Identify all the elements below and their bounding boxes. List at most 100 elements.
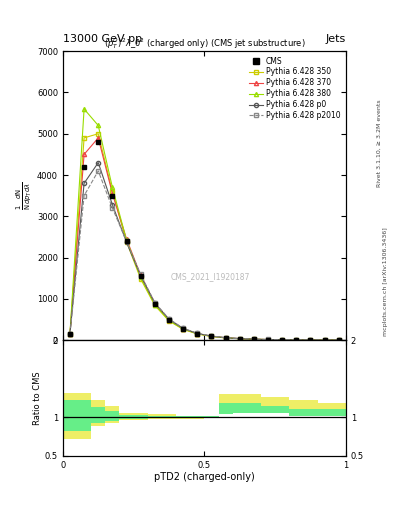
Pythia 6.428 380 [152,302,157,308]
Pythia 6.428 350 [336,337,341,343]
Pythia 6.428 350 [167,318,171,324]
Pythia 6.428 p2010 [138,271,143,278]
Pythia 6.428 380 [223,335,228,341]
Pythia 6.428 p2010 [96,168,101,174]
CMS [252,336,256,343]
Pythia 6.428 p0 [110,202,115,208]
Pythia 6.428 p0 [82,180,86,186]
Pythia 6.428 p0 [294,337,299,343]
Pythia 6.428 380 [110,184,115,190]
Text: CMS_2021_I1920187: CMS_2021_I1920187 [170,272,250,281]
Pythia 6.428 370 [336,337,341,343]
Pythia 6.428 p0 [209,333,214,339]
Pythia 6.428 p2010 [322,337,327,343]
Pythia 6.428 p2010 [181,325,185,331]
Pythia 6.428 p0 [266,336,270,343]
Text: mcplots.cern.ch [arXiv:1306.3436]: mcplots.cern.ch [arXiv:1306.3436] [383,227,387,336]
CMS [322,337,327,343]
Line: Pythia 6.428 350: Pythia 6.428 350 [68,132,341,342]
Pythia 6.428 380 [252,336,256,343]
Pythia 6.428 370 [167,316,171,323]
Pythia 6.428 p2010 [82,193,86,199]
Pythia 6.428 350 [82,135,86,141]
Pythia 6.428 p0 [336,337,341,343]
Pythia 6.428 350 [124,239,129,245]
CMS [209,333,214,339]
Pythia 6.428 350 [322,337,327,343]
Pythia 6.428 380 [167,317,171,324]
Pythia 6.428 p2010 [237,335,242,342]
Pythia 6.428 370 [195,331,200,337]
Pythia 6.428 380 [266,336,270,343]
Pythia 6.428 380 [124,237,129,243]
Pythia 6.428 p2010 [294,337,299,343]
Pythia 6.428 370 [322,337,327,343]
Pythia 6.428 350 [181,326,185,332]
Pythia 6.428 350 [266,336,270,343]
Pythia 6.428 p0 [252,336,256,342]
Pythia 6.428 370 [209,333,214,339]
Pythia 6.428 350 [152,303,157,309]
Pythia 6.428 350 [68,331,72,337]
Pythia 6.428 350 [223,335,228,341]
Pythia 6.428 p2010 [223,334,228,340]
CMS [223,335,228,341]
Pythia 6.428 370 [223,335,228,341]
Pythia 6.428 p2010 [195,330,200,336]
X-axis label: pTD2 (charged-only): pTD2 (charged-only) [154,472,255,482]
Pythia 6.428 380 [68,331,72,337]
Pythia 6.428 p0 [322,337,327,343]
Pythia 6.428 p2010 [124,239,129,245]
Pythia 6.428 370 [280,337,285,343]
Pythia 6.428 370 [266,336,270,343]
CMS [336,337,341,343]
CMS [68,331,72,337]
Pythia 6.428 p0 [195,330,200,336]
CMS [181,326,185,332]
Pythia 6.428 370 [96,135,101,141]
Pythia 6.428 370 [138,272,143,279]
Pythia 6.428 p0 [96,160,101,166]
Pythia 6.428 380 [294,337,299,343]
Pythia 6.428 p0 [308,337,313,343]
Pythia 6.428 380 [138,274,143,281]
CMS [82,164,86,170]
Pythia 6.428 p0 [124,239,129,245]
Pythia 6.428 p2010 [336,337,341,343]
Line: Pythia 6.428 p2010: Pythia 6.428 p2010 [68,169,341,342]
Pythia 6.428 380 [96,122,101,129]
Pythia 6.428 p0 [181,326,185,332]
Pythia 6.428 p0 [167,316,171,323]
Line: Pythia 6.428 380: Pythia 6.428 380 [68,107,341,342]
Pythia 6.428 370 [181,326,185,332]
Text: Rivet 3.1.10, ≥ 3.2M events: Rivet 3.1.10, ≥ 3.2M events [377,99,382,187]
Pythia 6.428 350 [195,331,200,337]
CMS [280,337,285,343]
Line: Pythia 6.428 p0: Pythia 6.428 p0 [68,161,341,342]
Pythia 6.428 380 [280,337,285,343]
Line: Pythia 6.428 370: Pythia 6.428 370 [68,136,341,342]
Pythia 6.428 380 [209,333,214,339]
Legend: CMS, Pythia 6.428 350, Pythia 6.428 370, Pythia 6.428 380, Pythia 6.428 p0, Pyth: CMS, Pythia 6.428 350, Pythia 6.428 370,… [246,53,343,123]
Pythia 6.428 p2010 [152,300,157,306]
Pythia 6.428 p0 [68,331,72,337]
Y-axis label: Ratio to CMS: Ratio to CMS [33,371,42,425]
Pythia 6.428 350 [237,336,242,342]
Title: $(p_T^D)^2\lambda\_0^2$ (charged only) (CMS jet substructure): $(p_T^D)^2\lambda\_0^2$ (charged only) (… [103,36,305,51]
Pythia 6.428 350 [294,337,299,343]
Pythia 6.428 370 [294,337,299,343]
Pythia 6.428 380 [322,337,327,343]
CMS [266,336,270,343]
Pythia 6.428 350 [252,336,256,343]
Pythia 6.428 380 [181,326,185,332]
Pythia 6.428 350 [308,337,313,343]
Text: 13000 GeV pp: 13000 GeV pp [63,33,142,44]
Pythia 6.428 370 [237,335,242,342]
Pythia 6.428 350 [110,188,115,195]
Pythia 6.428 p2010 [266,336,270,343]
Pythia 6.428 p2010 [68,331,72,337]
Pythia 6.428 370 [82,152,86,158]
CMS [308,337,313,343]
Pythia 6.428 350 [209,333,214,339]
Pythia 6.428 p0 [152,300,157,306]
